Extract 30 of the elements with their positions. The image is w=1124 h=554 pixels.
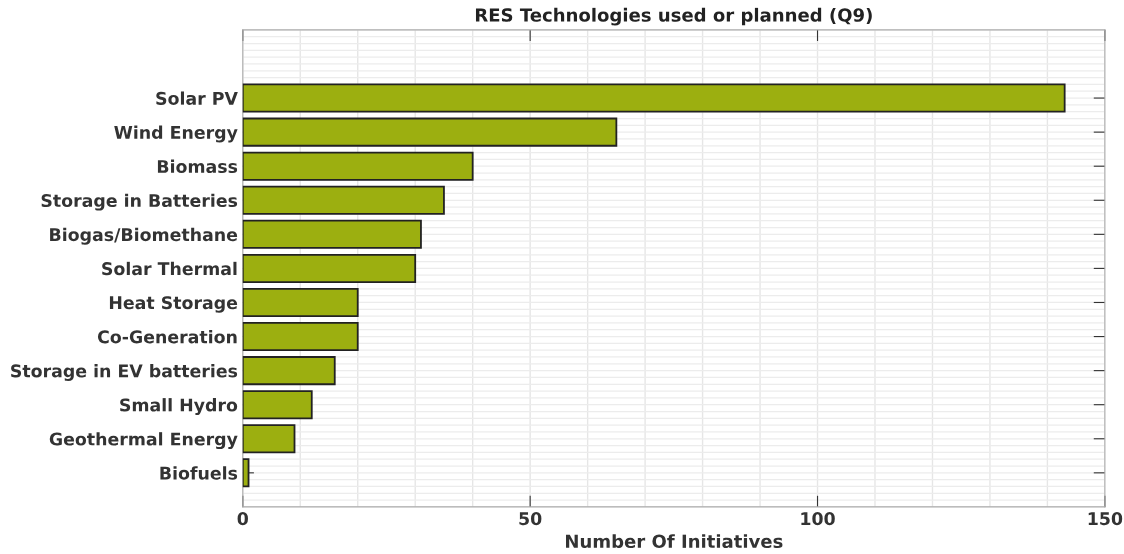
y-tick-label: Heat Storage — [109, 296, 238, 313]
bar — [242, 83, 1066, 113]
x-tick-label: 0 — [237, 512, 248, 526]
y-tick-label: Co-Generation — [97, 329, 237, 344]
x-tick-label: 100 — [801, 512, 835, 526]
bar — [242, 356, 336, 386]
bar — [242, 424, 296, 454]
bar — [242, 390, 313, 420]
y-tick-label: Storage in EV batteries — [11, 364, 238, 381]
y-tick-label: Biofuels — [160, 466, 238, 480]
bar — [242, 287, 359, 318]
bar — [242, 458, 250, 488]
y-tick-label: Solar PV — [156, 91, 238, 105]
chart-title: RES Technologies used or planned (Q9) — [475, 7, 872, 26]
y-tick-label: Biomass — [157, 159, 238, 174]
y-tick-label: Storage in Batteries — [41, 193, 238, 211]
bar — [242, 117, 618, 147]
x-tick-label: 50 — [519, 512, 542, 526]
x-tick-label: 150 — [1088, 512, 1123, 526]
y-tick-label: Geothermal Energy — [49, 432, 238, 450]
bar — [242, 185, 445, 215]
y-tick-label: Small Hydro — [120, 398, 238, 416]
bar — [242, 219, 422, 249]
bar — [242, 322, 359, 352]
x-axis-title: Number Of Initiatives — [566, 534, 783, 549]
y-tick-label: Solar Thermal — [102, 261, 237, 276]
bar — [242, 151, 474, 181]
y-tick-label: Wind Energy — [114, 125, 238, 143]
bar — [242, 253, 417, 283]
y-tick-label: Biogas/Biomethane — [50, 227, 238, 245]
